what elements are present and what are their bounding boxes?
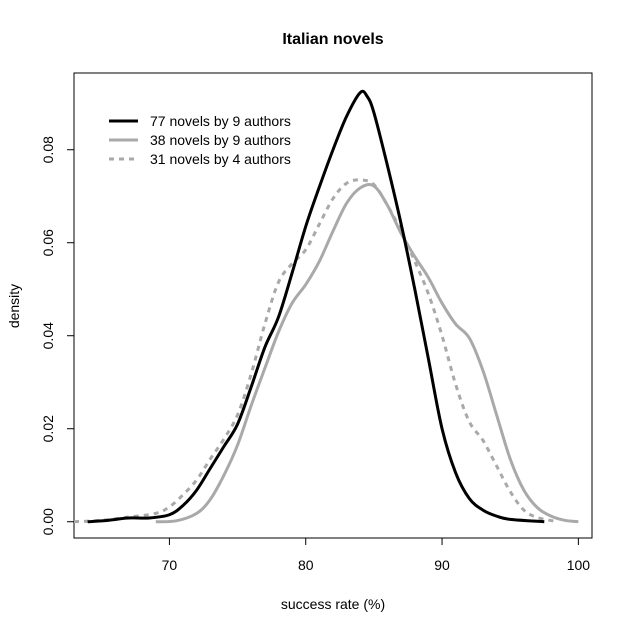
x-axis: 70 80 90 100: [162, 538, 591, 573]
y-tick-label: 0.00: [40, 508, 56, 535]
y-tick-label: 0.08: [40, 136, 56, 163]
series-line-2: [155, 183, 579, 524]
y-tick-label: 0.06: [40, 229, 56, 256]
y-axis-label: density: [6, 284, 22, 328]
chart-title: Italian novels: [282, 31, 383, 48]
legend-label-1: 77 novels by 9 authors: [150, 113, 291, 129]
x-axis-label: success rate (%): [281, 596, 385, 612]
series-layer: [73, 89, 579, 524]
y-tick-label: 0.02: [40, 415, 56, 442]
y-axis: 0.00 0.02 0.04 0.06 0.08: [40, 136, 74, 535]
legend: 77 novels by 9 authors 38 novels by 9 aut…: [109, 113, 291, 167]
series-line-1: [87, 89, 545, 524]
x-tick-label: 90: [434, 557, 450, 573]
legend-label-2: 38 novels by 9 authors: [150, 132, 291, 148]
plot-frame: [73, 72, 593, 539]
x-tick-label: 100: [567, 557, 591, 573]
x-tick-label: 80: [298, 557, 314, 573]
y-tick-label: 0.04: [40, 322, 56, 349]
legend-label-3: 31 novels by 4 authors: [150, 151, 291, 167]
series-line-3: [73, 178, 559, 524]
x-tick-label: 70: [162, 557, 178, 573]
